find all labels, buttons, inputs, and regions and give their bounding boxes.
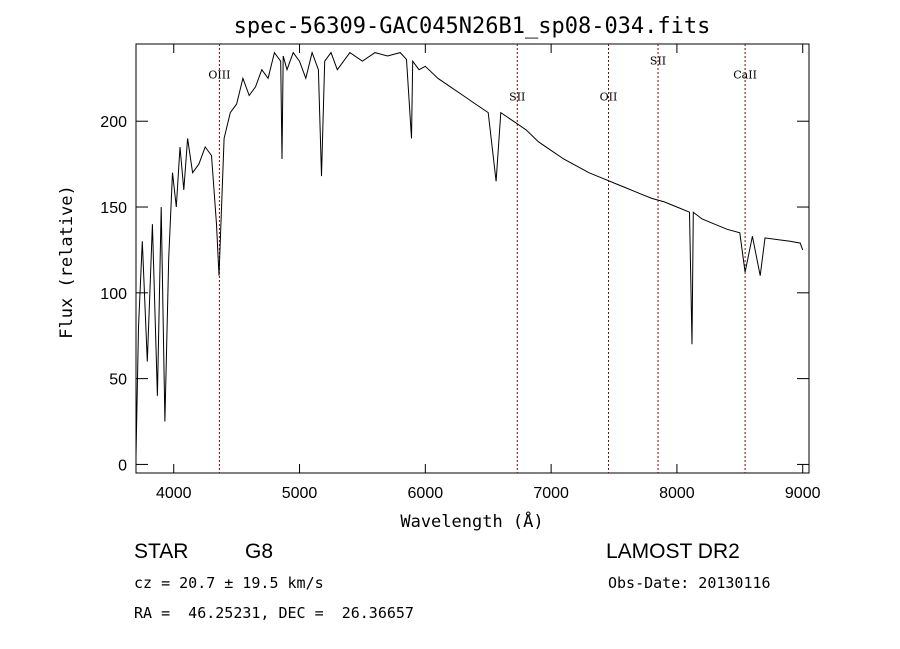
spectral-line-label: OIII [208, 68, 230, 81]
spectral-line-label: CaII [733, 68, 757, 81]
y-tick-label: 50 [109, 372, 127, 389]
redshift-readout: cz = 20.7 ± 19.5 km/s [134, 574, 324, 592]
x-tick-label: 8000 [659, 485, 695, 502]
x-tick-label: 4000 [156, 485, 192, 502]
x-tick-label: 7000 [533, 485, 569, 502]
x-tick-label: 5000 [282, 485, 318, 502]
observation-date: Obs-Date: 20130116 [608, 574, 771, 592]
axis-tick-labels: 4000 5000 6000 7000 8000 9000 0 50 100 150 200 [100, 114, 820, 502]
spectral-subclass: G8 [245, 540, 274, 563]
y-tick-label: 0 [118, 457, 127, 474]
spectral-line-label: SII [509, 91, 525, 104]
axis-ticks [136, 44, 809, 473]
x-tick-label: 6000 [408, 485, 444, 502]
coordinates-readout: RA = 46.25231, DEC = 26.36657 [134, 604, 414, 622]
plot-frame [135, 43, 810, 474]
spectral-line-markers: OIII SII OII SII CaII [208, 44, 757, 473]
survey-name: LAMOST DR2 [606, 540, 740, 563]
spectral-line-label: SII [650, 55, 666, 68]
y-tick-label: 100 [100, 286, 127, 303]
y-axis-label: Flux (relative) [57, 185, 77, 339]
chart-title: spec-56309-GAC045N26B1_sp08-034.fits [234, 14, 711, 39]
x-axis-label: Wavelength (Å) [400, 510, 543, 532]
spectral-line-label: OII [600, 91, 618, 104]
object-type: STAR [134, 540, 189, 563]
y-tick-label: 200 [100, 114, 127, 131]
x-tick-label: 9000 [785, 485, 821, 502]
flux-series-line [135, 50, 804, 456]
y-tick-label: 150 [100, 200, 127, 217]
